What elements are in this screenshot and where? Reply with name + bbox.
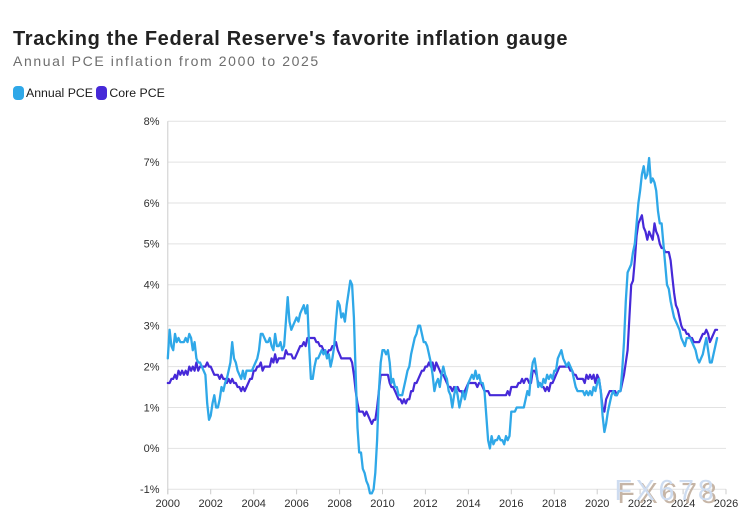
svg-text:2026: 2026 xyxy=(714,498,738,510)
svg-text:2016: 2016 xyxy=(499,498,523,510)
svg-text:0%: 0% xyxy=(144,443,160,455)
svg-text:5%: 5% xyxy=(144,239,160,251)
svg-text:6%: 6% xyxy=(144,198,160,210)
svg-text:4%: 4% xyxy=(144,280,160,292)
svg-text:2002: 2002 xyxy=(198,498,222,510)
svg-text:2010: 2010 xyxy=(370,498,394,510)
svg-text:2024: 2024 xyxy=(671,498,695,510)
svg-text:-1%: -1% xyxy=(140,484,160,496)
svg-text:2006: 2006 xyxy=(284,498,308,510)
svg-text:2008: 2008 xyxy=(327,498,351,510)
svg-text:2004: 2004 xyxy=(241,498,265,510)
svg-text:2012: 2012 xyxy=(413,498,437,510)
svg-text:2020: 2020 xyxy=(585,498,609,510)
svg-text:2000: 2000 xyxy=(156,498,180,510)
svg-text:2022: 2022 xyxy=(628,498,652,510)
svg-text:2%: 2% xyxy=(144,361,160,373)
svg-text:FX678: FX678 xyxy=(615,475,718,507)
svg-text:3%: 3% xyxy=(144,321,160,333)
svg-text:2018: 2018 xyxy=(542,498,566,510)
svg-text:8%: 8% xyxy=(144,116,160,128)
svg-text:2014: 2014 xyxy=(456,498,480,510)
svg-text:1%: 1% xyxy=(144,402,160,414)
svg-text:7%: 7% xyxy=(144,157,160,169)
svg-text:FX678: FX678 xyxy=(618,478,721,510)
